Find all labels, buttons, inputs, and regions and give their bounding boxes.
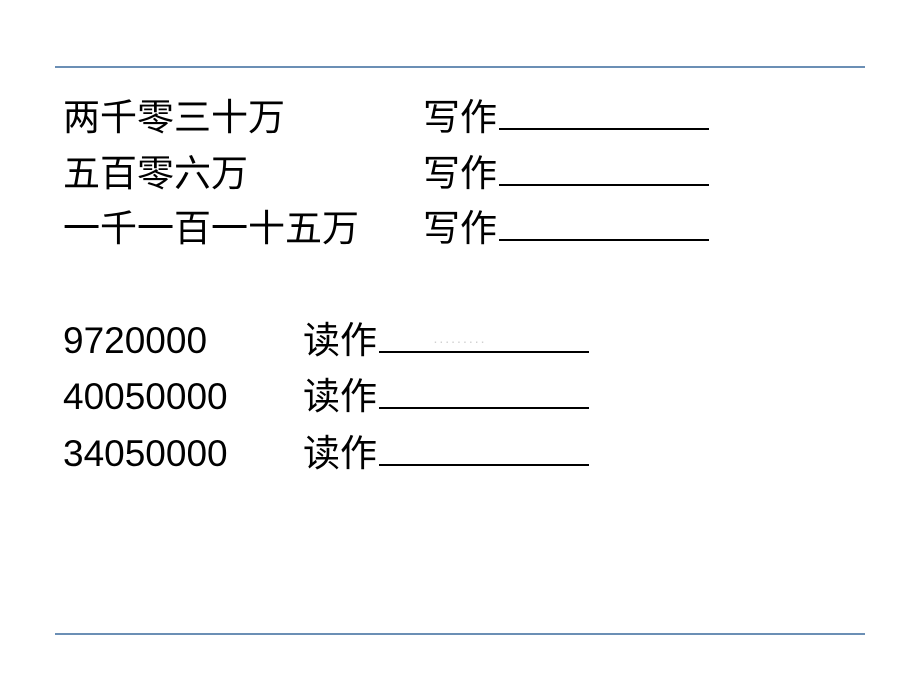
read-label: 读作 (303, 370, 377, 426)
arabic-number: 40050000 (63, 369, 303, 425)
blank-line (499, 152, 709, 185)
read-cell: 读作 (303, 370, 589, 426)
slide-container: 两千零三十万 写作 五百零六万 写作 一千一百一十五万 写作 9720000 (0, 0, 920, 690)
arabic-number: 34050000 (63, 426, 303, 482)
watermark: ......... (433, 330, 486, 346)
write-row: 一千一百一十五万 写作 (63, 202, 865, 258)
spacer (63, 258, 865, 313)
chinese-number: 五百零六万 (63, 147, 423, 203)
write-cell: 写作 (423, 202, 709, 258)
blank-line (499, 97, 709, 130)
read-row: 40050000 读作 (63, 369, 865, 426)
write-cell: 写作 (423, 91, 709, 147)
top-divider (55, 66, 865, 68)
write-label: 写作 (423, 202, 497, 258)
blank-line (379, 376, 589, 409)
write-row: 两千零三十万 写作 (63, 91, 865, 147)
blank-line (379, 432, 589, 465)
write-label: 写作 (423, 147, 497, 203)
read-label: 读作 (303, 427, 377, 483)
bottom-divider (55, 633, 865, 635)
write-row: 五百零六万 写作 (63, 147, 865, 203)
write-label: 写作 (423, 91, 497, 147)
read-row: 34050000 读作 (63, 426, 865, 483)
blank-line (499, 208, 709, 241)
read-label: 读作 (303, 314, 377, 370)
chinese-number: 两千零三十万 (63, 91, 423, 147)
read-cell: 读作 (303, 427, 589, 483)
arabic-number: 9720000 (63, 313, 303, 369)
content-area: 两千零三十万 写作 五百零六万 写作 一千一百一十五万 写作 9720000 (55, 66, 865, 482)
write-cell: 写作 (423, 147, 709, 203)
chinese-number: 一千一百一十五万 (63, 202, 423, 258)
